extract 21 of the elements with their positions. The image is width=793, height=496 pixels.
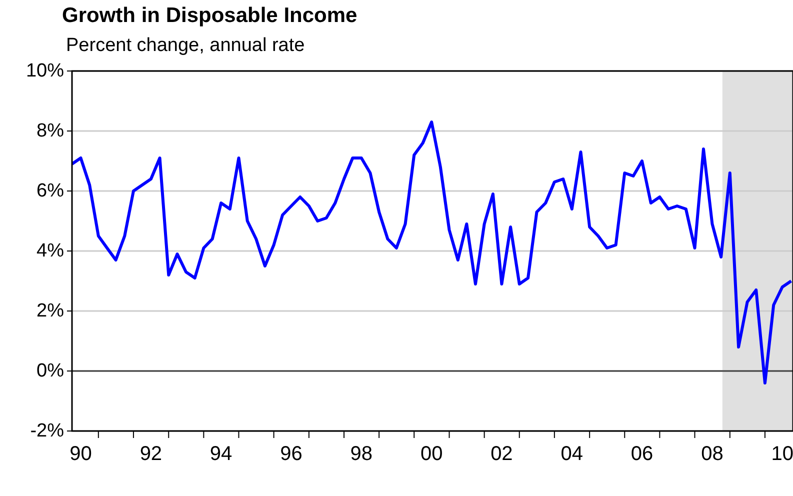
x-tick-label: 90 xyxy=(70,443,92,465)
y-tick-label: 0% xyxy=(36,360,64,382)
y-tick-label: 8% xyxy=(36,120,64,142)
x-tick-label: 02 xyxy=(490,443,513,465)
y-tick-label: 6% xyxy=(36,180,64,202)
x-tick-label: 08 xyxy=(701,443,724,465)
chart-title: Growth in Disposable Income xyxy=(62,4,358,27)
x-tick-label: 10 xyxy=(771,443,793,465)
x-tick-label: 92 xyxy=(140,443,162,465)
chart-subtitle: Percent change, annual rate xyxy=(66,35,305,56)
y-tick-label: 2% xyxy=(36,300,64,322)
x-tick-label: 94 xyxy=(210,443,232,465)
x-tick-label: 98 xyxy=(350,443,373,465)
y-tick-label: -2% xyxy=(30,420,64,442)
x-tick-label: 04 xyxy=(560,443,584,465)
x-tick-label: 06 xyxy=(630,443,654,465)
line-series xyxy=(72,120,793,384)
y-tick-label: 10% xyxy=(26,60,64,82)
y-tick-label: 4% xyxy=(36,240,64,262)
x-tick-label: 00 xyxy=(420,443,443,465)
x-tick-label: 96 xyxy=(280,443,302,465)
